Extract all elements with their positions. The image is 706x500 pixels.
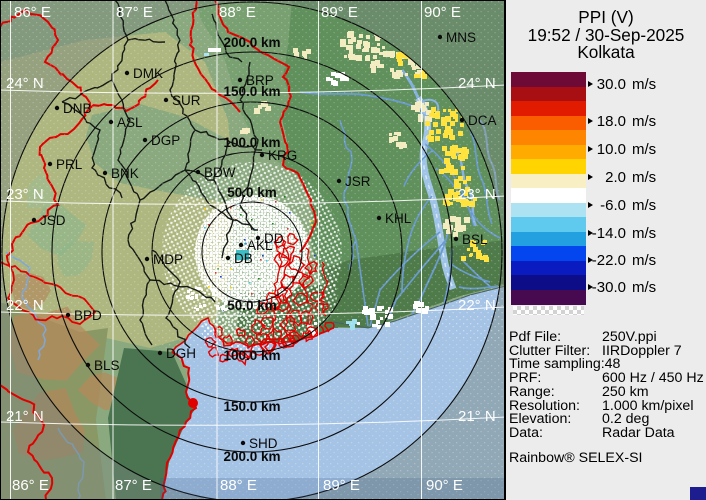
svg-text:KHL: KHL xyxy=(385,211,412,226)
svg-text:SHD: SHD xyxy=(249,436,278,451)
svg-text:150.0 km: 150.0 km xyxy=(223,399,280,414)
svg-text:MNS: MNS xyxy=(446,30,476,45)
svg-text:22° N: 22° N xyxy=(458,297,496,314)
svg-text:24° N: 24° N xyxy=(6,75,44,92)
svg-text:AKL: AKL xyxy=(247,238,273,253)
svg-text:ASL: ASL xyxy=(117,115,143,130)
svg-text:JSR: JSR xyxy=(345,174,371,189)
svg-text:BSL: BSL xyxy=(462,232,488,247)
svg-text:87° E: 87° E xyxy=(115,477,152,494)
svg-text:100.0 km: 100.0 km xyxy=(223,135,280,150)
svg-text:BLS: BLS xyxy=(94,358,120,373)
svg-text:200.0 km: 200.0 km xyxy=(223,35,280,50)
svg-text:JSD: JSD xyxy=(40,213,66,228)
svg-text:BRP: BRP xyxy=(246,73,274,88)
svg-text:100.0 km: 100.0 km xyxy=(223,348,280,363)
svg-text:DGP: DGP xyxy=(151,133,180,148)
svg-text:50.0 km: 50.0 km xyxy=(227,298,277,313)
svg-text:DMK: DMK xyxy=(133,66,163,81)
svg-text:50.0 km: 50.0 km xyxy=(227,185,277,200)
svg-text:23° N: 23° N xyxy=(458,186,496,203)
svg-text:22° N: 22° N xyxy=(6,297,44,314)
svg-text:MDP: MDP xyxy=(153,252,183,267)
svg-text:DNB: DNB xyxy=(63,101,92,116)
svg-text:87° E: 87° E xyxy=(116,4,153,21)
svg-text:200.0 km: 200.0 km xyxy=(223,449,280,464)
svg-text:PRL: PRL xyxy=(56,157,83,172)
svg-text:DGH: DGH xyxy=(166,346,196,361)
svg-text:DCA: DCA xyxy=(468,113,497,128)
svg-text:150.0 km: 150.0 km xyxy=(223,84,280,99)
svg-text:SUR: SUR xyxy=(172,93,201,108)
svg-text:BDW: BDW xyxy=(204,165,236,180)
svg-text:24° N: 24° N xyxy=(458,75,496,92)
svg-text:BPD: BPD xyxy=(74,308,102,323)
svg-text:88° E: 88° E xyxy=(220,477,257,494)
svg-text:86° E: 86° E xyxy=(14,4,51,21)
svg-text:DB: DB xyxy=(234,251,253,266)
svg-text:BNK: BNK xyxy=(111,166,139,181)
svg-text:21° N: 21° N xyxy=(458,408,496,425)
svg-text:89° E: 89° E xyxy=(323,477,360,494)
svg-text:23° N: 23° N xyxy=(6,186,44,203)
svg-text:DD: DD xyxy=(264,231,284,246)
svg-text:90° E: 90° E xyxy=(424,4,461,21)
svg-text:86° E: 86° E xyxy=(12,477,49,494)
svg-text:88° E: 88° E xyxy=(219,4,256,21)
svg-text:90° E: 90° E xyxy=(426,477,463,494)
svg-text:KRG: KRG xyxy=(268,148,297,163)
svg-text:89° E: 89° E xyxy=(321,4,358,21)
svg-text:21° N: 21° N xyxy=(6,408,44,425)
